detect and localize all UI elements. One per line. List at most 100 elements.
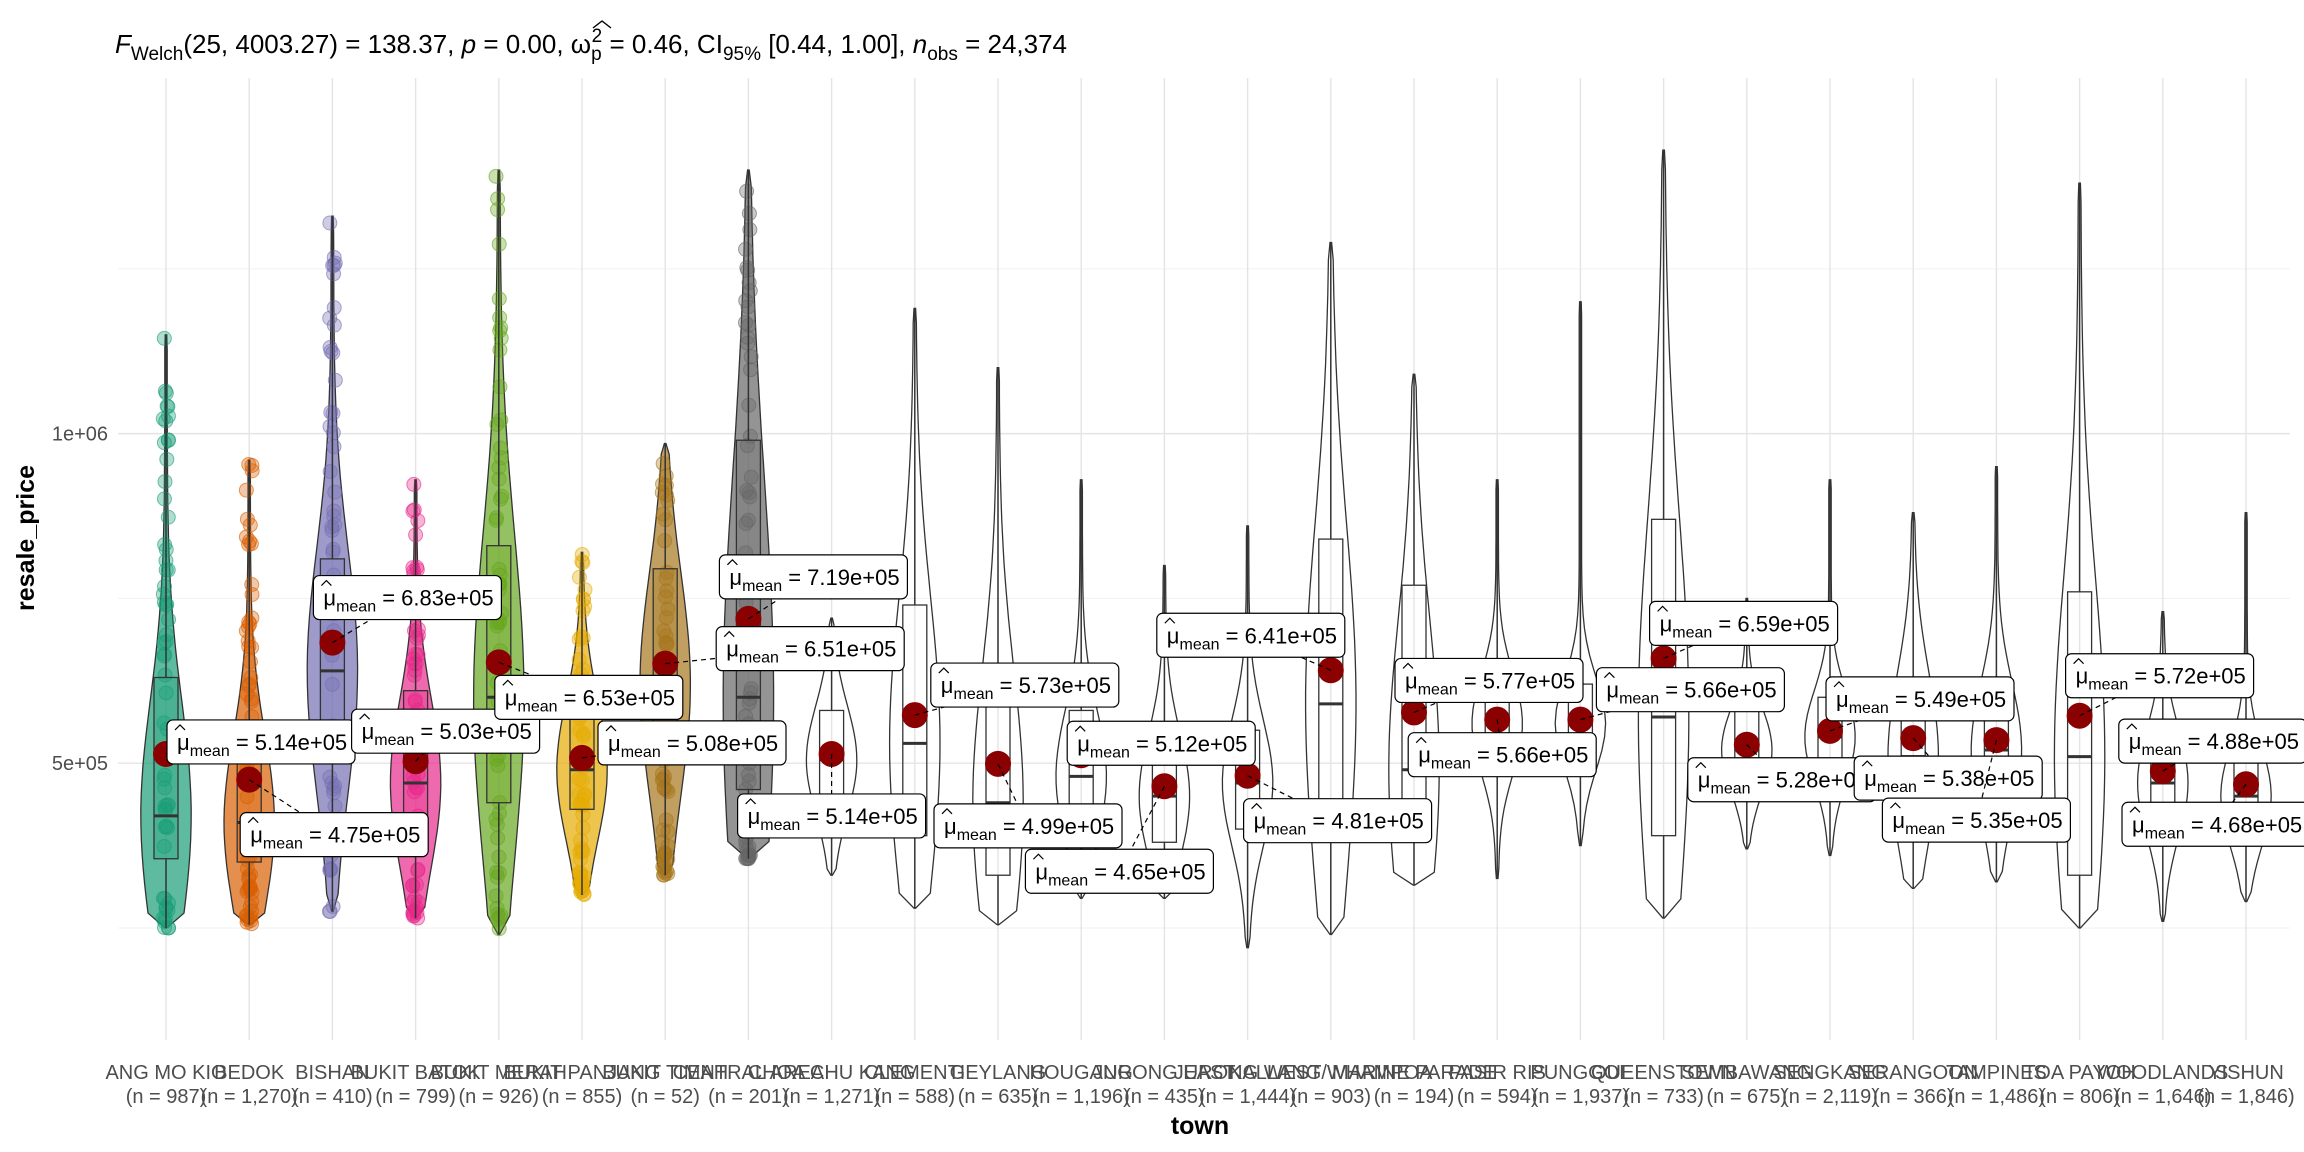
omega-hat-accent: [592, 20, 612, 29]
mean-label-box: [351, 708, 541, 754]
mean-label-text: μmean = 6.51e+05: [726, 637, 896, 667]
mean-label-box: [1648, 600, 1839, 646]
raw-point: [488, 888, 504, 904]
raw-point: [571, 786, 587, 802]
raw-point: [243, 670, 259, 686]
mean-label-text: μmean = 4.68e+05: [2132, 812, 2302, 842]
mean-label-box: [715, 626, 905, 672]
mean-label-leader: [1975, 739, 1997, 821]
x-tick-label: MARINE PARADE: [1332, 1062, 1496, 1084]
mean-label-text: μmean = 4.99e+05: [944, 814, 1114, 844]
mean-label-box: [1407, 732, 1597, 778]
raw-point: [322, 769, 338, 785]
mean-hat-accent: [2073, 657, 2085, 665]
raw-point: [158, 818, 174, 834]
raw-point: [743, 681, 759, 697]
x-tick-count: (n = 675): [1706, 1086, 1787, 1108]
raw-point: [160, 562, 176, 578]
x-tick-count: (n = 594): [1457, 1086, 1538, 1108]
x-tick-count: (n = 194): [1374, 1086, 1455, 1108]
raw-point: [659, 635, 675, 651]
raw-point: [740, 329, 756, 345]
raw-point: [489, 900, 505, 916]
raw-point: [244, 894, 260, 910]
x-axis-title: town: [1171, 1112, 1229, 1140]
raw-point: [157, 537, 173, 553]
raw-point: [738, 293, 754, 309]
raw-point: [572, 876, 588, 892]
mean-label-box: [494, 674, 684, 720]
raw-point: [573, 629, 589, 645]
raw-point: [743, 349, 759, 365]
mean-label-text: μmean = 4.88e+05: [2129, 729, 2299, 759]
raw-point: [156, 635, 172, 651]
raw-point: [741, 485, 757, 501]
raw-point: [410, 861, 426, 877]
raw-point: [160, 509, 176, 525]
mean-label-text: μmean = 5.03e+05: [362, 719, 532, 749]
mean-label-box: [1156, 612, 1346, 658]
x-tick-label: SERANGOON: [1848, 1062, 1978, 1084]
mean-label-box: [930, 662, 1120, 708]
mean-label-box: [2065, 653, 2255, 699]
raw-point: [155, 411, 171, 427]
x-tick-count: (n = 1,444): [1199, 1086, 1296, 1108]
mean-hat-accent: [1251, 802, 1263, 810]
raw-point: [572, 851, 588, 867]
mean-label-leader: [1118, 785, 1165, 872]
raw-point: [322, 861, 338, 877]
raw-point: [156, 435, 172, 451]
raw-point: [742, 222, 758, 238]
x-tick-label: GEYLANG: [950, 1062, 1047, 1084]
raw-point: [325, 781, 341, 797]
raw-point: [658, 477, 674, 493]
raw-point: [407, 655, 423, 671]
raw-point: [156, 594, 172, 610]
raw-point: [575, 728, 591, 744]
raw-point: [160, 432, 176, 448]
raw-point: [739, 482, 755, 498]
raw-point: [156, 920, 172, 936]
x-tick-label: PASIR RIS: [1448, 1062, 1545, 1084]
raw-point: [244, 639, 260, 655]
raw-point: [488, 512, 504, 528]
raw-point: [575, 661, 591, 677]
raw-point: [242, 654, 258, 670]
raw-point: [494, 488, 510, 504]
raw-point: [240, 911, 256, 927]
raw-point: [405, 894, 421, 910]
raw-point: [325, 541, 341, 557]
mean-label-box: [933, 803, 1123, 849]
x-tick-count: (n = 2,119): [1782, 1086, 1878, 1108]
y-axis-title: resale_price: [12, 465, 40, 611]
raw-point: [156, 646, 172, 662]
mean-hat-accent: [1603, 671, 1615, 679]
mean-hat-accent: [1657, 605, 1669, 612]
x-tick-count: (n = 366): [1873, 1086, 1954, 1108]
raw-point: [160, 797, 176, 813]
x-tick-label: TOA PAYOH: [2023, 1062, 2135, 1084]
mean-label-box: [1242, 798, 1433, 844]
raw-point: [490, 202, 506, 218]
mean-label-box: [2118, 718, 2304, 764]
mean-label-box: [718, 554, 909, 600]
raw-point: [573, 832, 589, 848]
x-tick-count: (n = 410): [292, 1086, 373, 1108]
mean-label-text: μmean = 5.08e+05: [608, 731, 778, 761]
raw-point: [490, 191, 506, 207]
mean-label-text: μmean = 5.28e+05: [1698, 768, 1868, 798]
raw-point: [571, 569, 587, 585]
raw-point: [489, 416, 505, 432]
x-tick-label: BUKIT BATOK: [351, 1062, 482, 1084]
mean-label-box: [1024, 848, 1215, 894]
raw-point: [160, 920, 176, 936]
mean-label-text: μmean = 5.66e+05: [1418, 743, 1588, 773]
mean-label-text: μmean = 6.83e+05: [323, 586, 493, 616]
x-tick-label: ANG MO KIO: [105, 1062, 226, 1084]
x-tick-count: (n = 1,846): [2197, 1086, 2294, 1108]
mean-label-text: μmean = 6.59e+05: [1660, 611, 1830, 641]
mean-hat-accent: [1402, 662, 1414, 669]
raw-point: [738, 241, 754, 257]
violin-23: [2053, 182, 2106, 929]
